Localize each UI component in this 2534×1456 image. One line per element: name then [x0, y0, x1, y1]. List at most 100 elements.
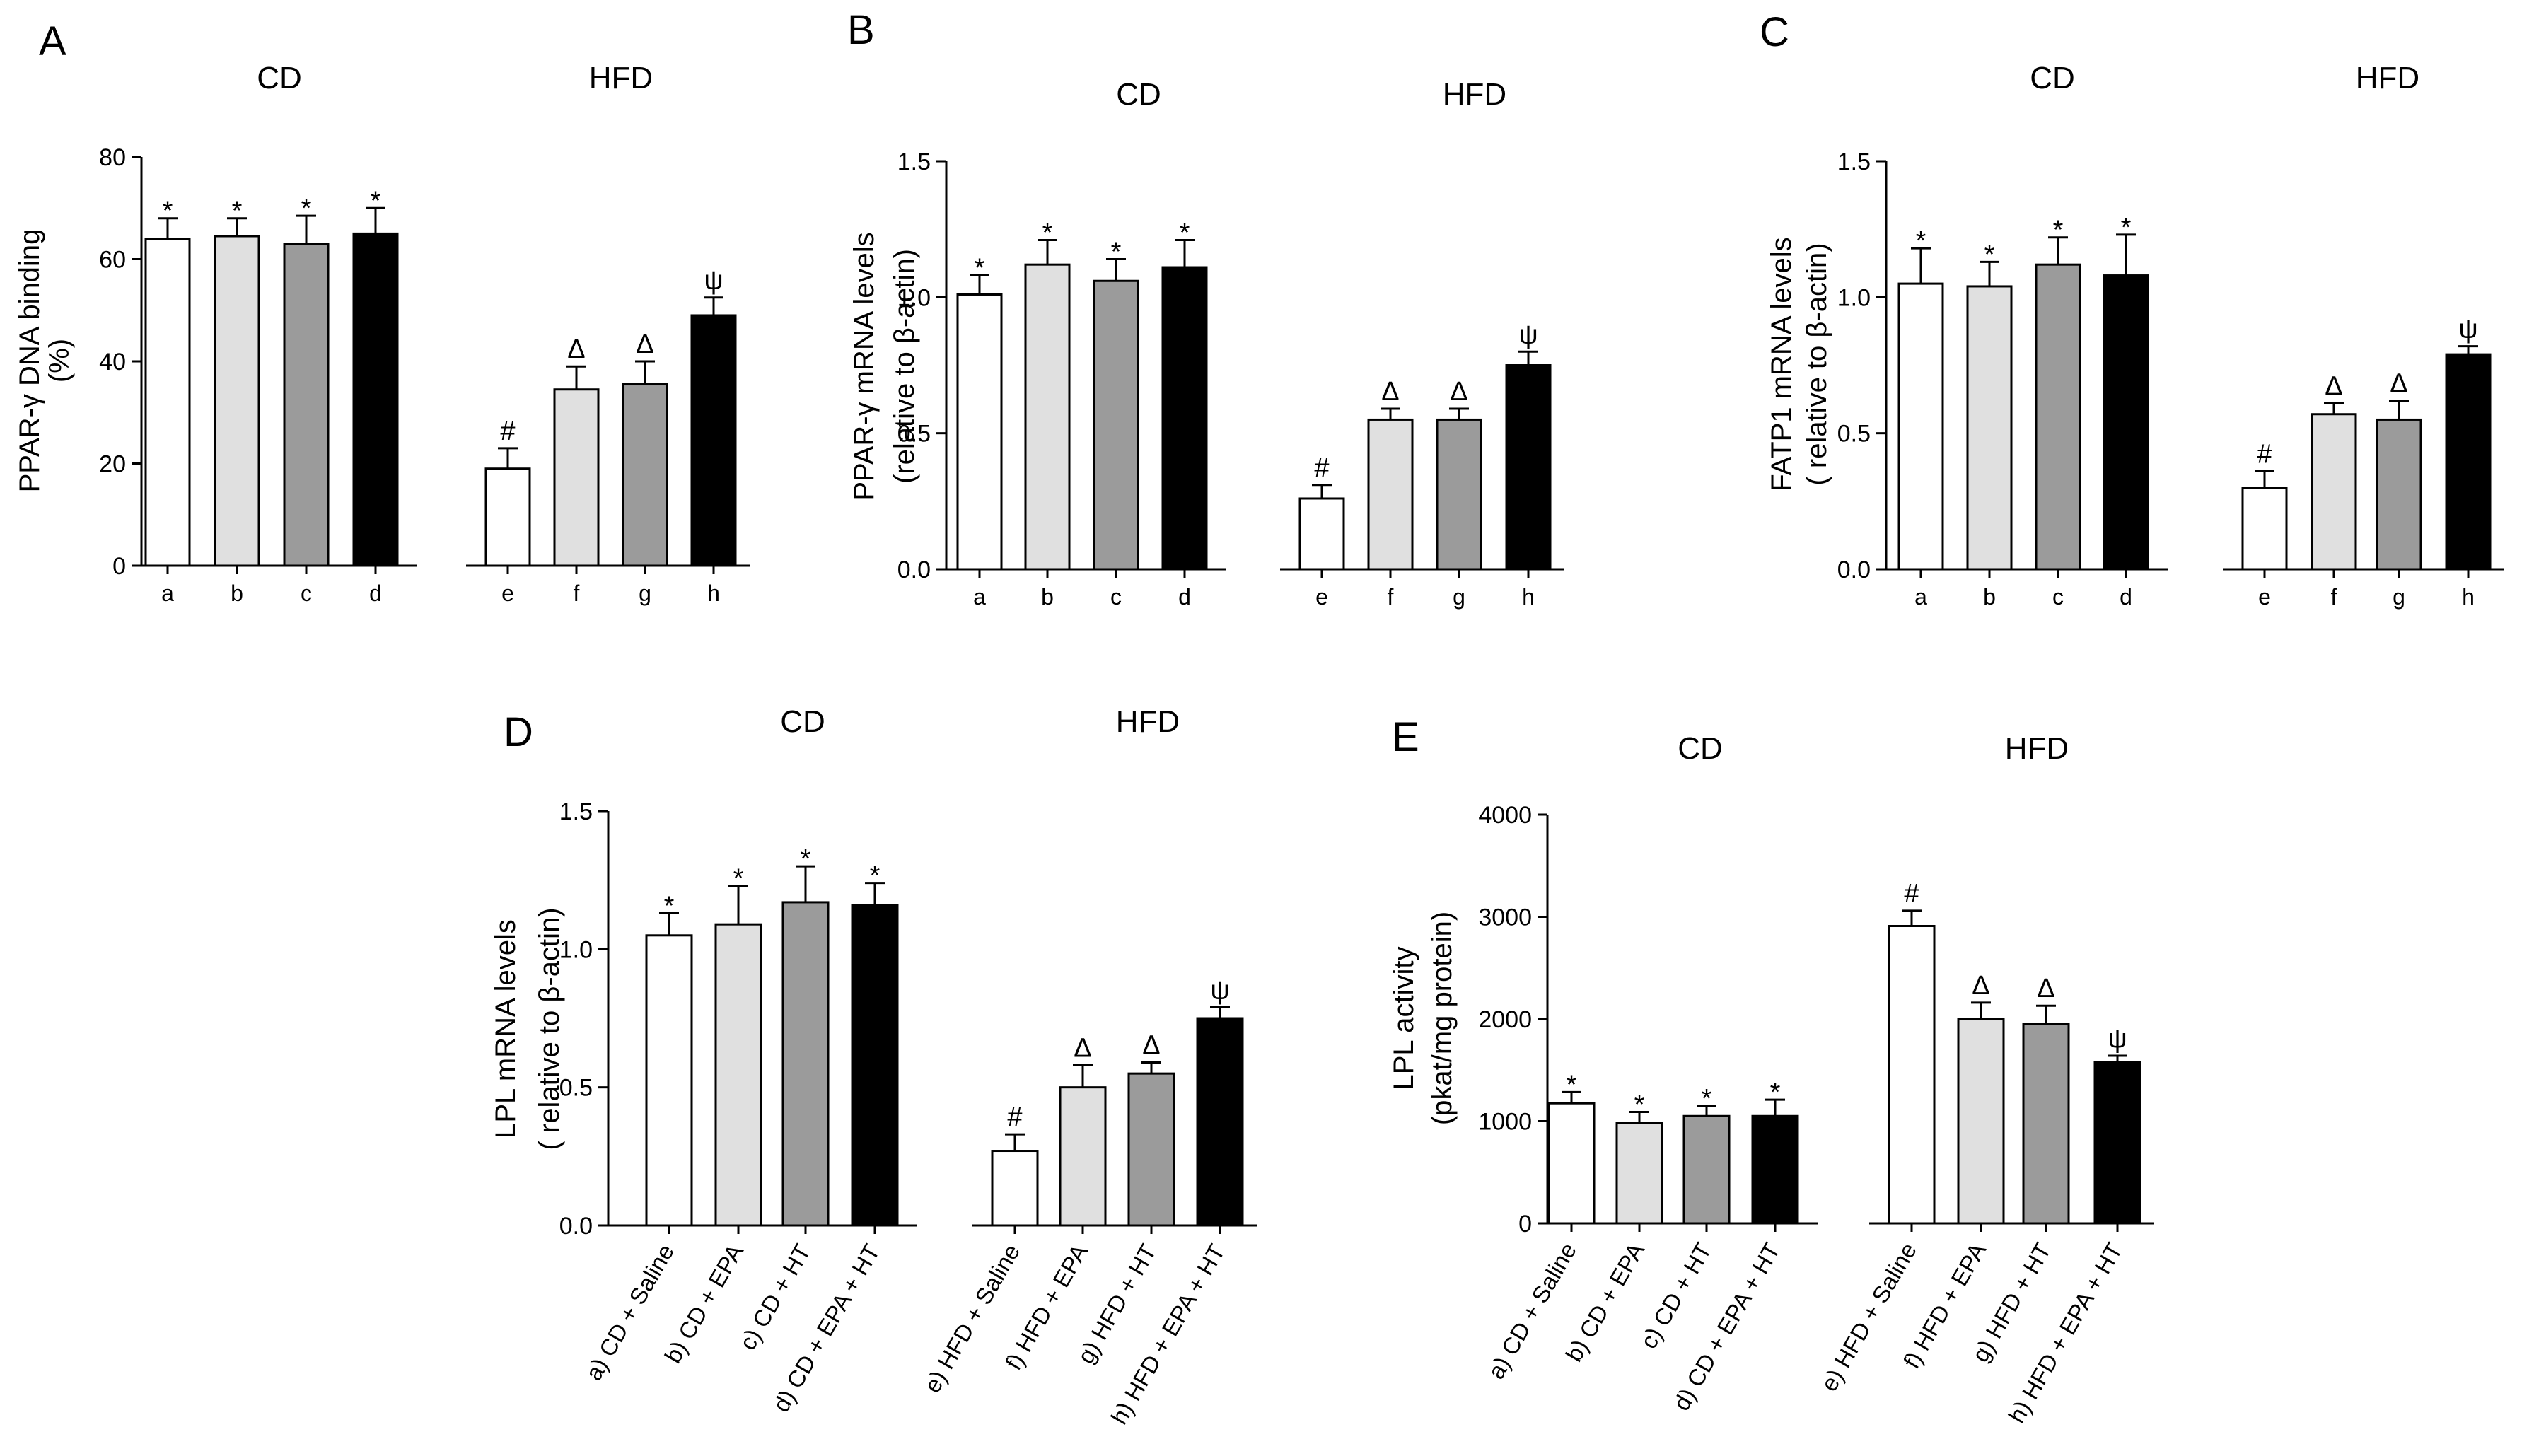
- significance-mark: Δ: [636, 330, 653, 359]
- significance-mark: ψ: [1210, 975, 1229, 1005]
- bar: [2311, 413, 2357, 571]
- y-tick-label: 0.5: [559, 1075, 593, 1102]
- panel-letter: B: [847, 7, 875, 53]
- y-tick-label: 1.5: [1837, 148, 1871, 175]
- bar: [1547, 1102, 1596, 1225]
- group-label-cd: CD: [2030, 61, 2075, 95]
- group-label-hfd: HFD: [589, 61, 653, 95]
- significance-mark: *: [801, 844, 811, 874]
- panel-e: E CD HFD 0 1000 2000 3000 4000 LPL activity (pkat…: [1388, 714, 2154, 1427]
- bar: [352, 232, 399, 567]
- y-tick-label: 1.5: [559, 798, 593, 825]
- group-label-hfd: HFD: [1443, 77, 1506, 112]
- significance-mark: *: [301, 194, 312, 223]
- y-tick-label: 0.5: [1837, 421, 1871, 448]
- significance-mark: *: [1042, 219, 1053, 248]
- significance-mark: ψ: [704, 266, 723, 296]
- panel-a: A CD HFD 0 20 40 60 80 PPAR-γ DNA binding(%) * a * b…: [14, 18, 750, 606]
- x-tick-label: d: [1178, 584, 1191, 610]
- bar: [2022, 1023, 2070, 1225]
- x-tick-label: d: [2120, 584, 2132, 610]
- y-axis-label: LPL mRNA levels: [490, 919, 521, 1138]
- significance-mark: ψ: [1518, 320, 1538, 349]
- bar: [781, 901, 830, 1227]
- group-label-hfd: HFD: [2005, 731, 2069, 766]
- significance-mark: *: [371, 186, 381, 216]
- x-tick-label: d: [369, 581, 382, 606]
- x-tick-label: a: [973, 584, 986, 610]
- group-label-cd: CD: [257, 61, 302, 95]
- bar: [1957, 1018, 2005, 1225]
- bar: [1059, 1086, 1107, 1227]
- y-tick-label: 80: [99, 144, 126, 171]
- bar: [2241, 487, 2288, 571]
- significance-mark: *: [1770, 1078, 1781, 1107]
- y-tick-label: 0: [112, 553, 126, 580]
- x-tick-label: f: [574, 581, 580, 606]
- x-tick-label: e: [501, 581, 514, 606]
- y-tick-label: 2000: [1478, 1006, 1532, 1033]
- significance-mark: Δ: [2325, 371, 2342, 401]
- bar: [1888, 925, 1936, 1225]
- bar: [622, 383, 668, 567]
- x-tick-label: a) CD + Saline: [1482, 1238, 1581, 1383]
- significance-mark: *: [733, 863, 744, 893]
- y-axis-label: (pkat/mg protein): [1426, 912, 1458, 1125]
- bar: [1436, 418, 1482, 571]
- x-tick-label: c: [1110, 584, 1122, 610]
- bar: [1505, 364, 1552, 571]
- y-axis-label: (%): [44, 339, 75, 383]
- y-tick-label: 3000: [1478, 904, 1532, 931]
- significance-mark: Δ: [2037, 974, 2054, 1003]
- y-axis-label: ( relative to β-actin): [534, 907, 565, 1150]
- y-tick-label: 20: [99, 451, 126, 478]
- bar: [1093, 279, 1139, 571]
- y-axis-label: ( relative to β-actin): [1801, 243, 1832, 485]
- bar: [2093, 1061, 2141, 1225]
- significance-mark: *: [2053, 216, 2064, 245]
- significance-mark: *: [975, 254, 985, 284]
- bar: [1024, 263, 1071, 571]
- bar: [1682, 1114, 1731, 1225]
- bar: [1897, 282, 1944, 571]
- y-tick-label: 1.5: [897, 148, 931, 175]
- y-tick-label: 0.0: [1837, 557, 1871, 583]
- y-axis-label: (relative to β-actin): [889, 249, 920, 484]
- bar: [1751, 1114, 1799, 1225]
- x-tick-label: c: [2052, 584, 2064, 610]
- panel-letter: E: [1392, 714, 1419, 760]
- bar: [2376, 418, 2422, 571]
- significance-mark: ψ: [2458, 315, 2477, 344]
- y-tick-label: 0.5: [897, 421, 931, 448]
- panel-letter: A: [39, 18, 66, 64]
- y-tick-label: 0: [1518, 1211, 1532, 1237]
- significance-mark: Δ: [2390, 369, 2407, 399]
- x-tick-label: e: [2258, 584, 2271, 610]
- panel-c: C CD HFD 0.0 0.5 1.0 1.5 FATP1 mRNA levels( rel…: [1760, 9, 2504, 610]
- bar: [1127, 1072, 1175, 1227]
- group-label-hfd: HFD: [2356, 61, 2419, 95]
- bar: [484, 467, 531, 567]
- panel-letter: D: [504, 709, 533, 755]
- significance-mark: *: [870, 861, 880, 891]
- x-tick-label: g: [639, 581, 651, 606]
- y-tick-label: 4000: [1478, 802, 1532, 829]
- x-tick-label: f: [2331, 584, 2337, 610]
- x-tick-label: c) CD + HT: [734, 1240, 815, 1354]
- x-tick-label: b: [1983, 584, 1996, 610]
- significance-mark: Δ: [1450, 377, 1467, 407]
- y-tick-label: 40: [99, 349, 126, 375]
- significance-mark: #: [1314, 453, 1329, 483]
- bar: [1966, 285, 2013, 571]
- significance-mark: *: [1984, 240, 1995, 269]
- group-label-cd: CD: [780, 704, 825, 739]
- group-label-hfd: HFD: [1116, 704, 1180, 739]
- y-tick-label: 1.0: [897, 284, 931, 311]
- y-tick-label: 0.0: [897, 557, 931, 583]
- x-tick-label: c) CD + HT: [1635, 1238, 1716, 1353]
- significance-mark: *: [1180, 219, 1190, 248]
- significance-mark: #: [1007, 1102, 1022, 1132]
- x-tick-label: g: [2393, 584, 2405, 610]
- x-tick-label: c: [301, 581, 312, 606]
